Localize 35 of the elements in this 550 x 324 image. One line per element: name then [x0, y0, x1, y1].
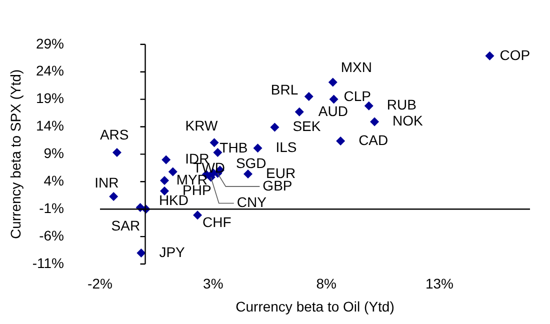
annotation: SGD [236, 154, 266, 171]
x-axis-title: Currency beta to Oil (Ytd) [236, 298, 394, 314]
y-tick-label: 4% [44, 172, 64, 189]
annotation: AUD [318, 102, 348, 119]
annotation: CLP [344, 88, 372, 104]
y-axis-title: Currency beta to SPX (Ytd) [7, 69, 24, 240]
x-tick-label: 13% [425, 275, 454, 292]
y-tick-label: -1% [39, 200, 64, 216]
y-tick-label: -11% [32, 254, 64, 271]
annotation: HKD [158, 192, 189, 208]
annotation: COP [500, 46, 530, 63]
annotation: BRL [270, 81, 298, 98]
x-tick-label: -2% [88, 275, 112, 292]
annotation: CHF [202, 214, 232, 230]
y-tick-label: 9% [44, 145, 64, 162]
y-tick-label: 14% [36, 118, 64, 134]
annotation: ARS [100, 126, 129, 142]
annotation: KRW [185, 118, 218, 134]
annotation: SAR [111, 217, 140, 234]
annotation: JPY [159, 244, 186, 260]
x-tick-label: 3% [203, 275, 224, 292]
annotation: RUB [386, 96, 416, 113]
annotation: MXN [340, 59, 372, 76]
y-tick-label: 29% [36, 35, 64, 52]
annotation: NOK [392, 112, 424, 129]
annotation: THB [220, 139, 248, 156]
y-tick-label: 24% [36, 62, 64, 79]
annotation: CAD [358, 132, 388, 148]
x-tick-label: 8% [316, 275, 336, 292]
y-tick-label: -6% [39, 227, 64, 244]
annotation: SEK [292, 118, 322, 134]
annotation: INR [94, 174, 119, 190]
annotation: CNY [236, 194, 268, 210]
annotation: ILS [276, 139, 297, 156]
y-tick-label: 19% [36, 90, 64, 106]
